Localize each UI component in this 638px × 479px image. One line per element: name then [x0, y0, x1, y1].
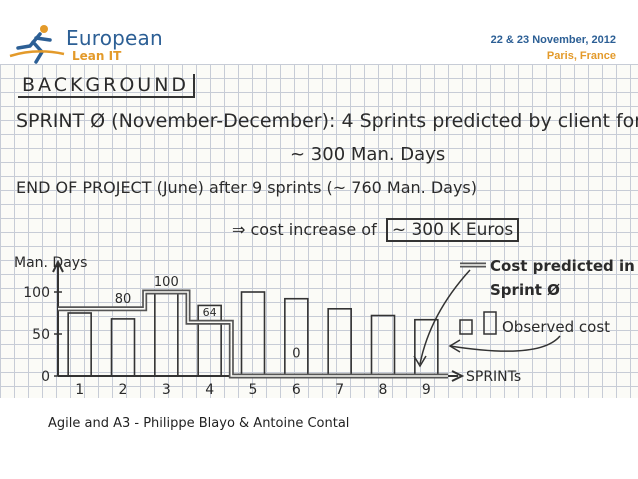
y-axis-arrow: [52, 259, 64, 273]
slide-heading: BACKGROUND: [18, 74, 196, 98]
x-tick-label: 3: [162, 382, 171, 398]
sprint-cost-chart: Man. Days SPRINTs 0 50 100 1 2 3 4 5 6 7 8 9 80 100 64 0 C…: [14, 255, 635, 398]
x-tick-label: 8: [379, 382, 388, 398]
sprint-zero-line: SPRINT Ø (November-December): 4 Sprints …: [16, 110, 638, 132]
cost-increase-prefix: ⇒ cost increase of: [232, 220, 377, 239]
observed-cost-bar: [197, 304, 222, 377]
predicted-days-line: ~ 300 Man. Days: [290, 144, 446, 165]
observed-pointer-arrow: [449, 335, 561, 352]
predicted-pointer-arrow: [419, 269, 471, 365]
cost-increase-line: ⇒ cost increase of ~ 300 K Euros: [232, 218, 520, 242]
legend-observed-swatch-2: [483, 311, 497, 335]
cost-increase-value: ~ 300 K Euros: [385, 218, 520, 242]
x-axis-label: SPRINTs: [466, 369, 521, 385]
x-tick-label: 9: [422, 382, 431, 398]
logo-title: European: [66, 26, 163, 50]
legend-predicted-label-2: Sprint Ø: [490, 281, 560, 299]
predicted-pointer-arrowhead: [413, 355, 427, 368]
event-date: 22 & 23 November, 2012: [490, 34, 616, 46]
legend-predicted-label: Cost predicted in: [490, 257, 635, 275]
data-label: 80: [115, 292, 132, 307]
data-label: 100: [154, 275, 179, 290]
data-label: 64: [203, 306, 217, 319]
y-tick-label: 100: [23, 285, 50, 301]
observed-cost-bar: [110, 318, 136, 377]
observed-cost-bar: [240, 291, 266, 377]
observed-cost-bar: [414, 318, 439, 377]
observed-cost-bar: [154, 291, 179, 377]
notebook-slide: BACKGROUND SPRINT Ø (November-December):…: [0, 64, 638, 398]
x-tick-label: 5: [249, 382, 258, 398]
x-tick-label: 7: [335, 382, 344, 398]
summit-logo: European Lean IT Summit: [6, 22, 176, 77]
x-tick-label: 1: [75, 382, 84, 398]
y-tick-label: 0: [41, 369, 50, 385]
observed-cost-bar: [370, 314, 396, 377]
y-axis-label: Man. Days: [14, 255, 87, 271]
footer-credit: Agile and A3 - Philippe Blayo & Antoine …: [48, 416, 350, 431]
observed-cost-bar: [327, 308, 352, 377]
runner-logo-icon: [9, 25, 65, 64]
y-tick-label: 50: [32, 327, 50, 343]
data-label: 0: [292, 347, 300, 362]
predicted-cost-line-inner: [58, 291, 448, 377]
legend-observed-label: Observed cost: [502, 318, 610, 336]
x-axis-arrow: [451, 370, 465, 382]
x-tick-label: 4: [205, 382, 214, 398]
observed-cost-bar: [67, 312, 92, 377]
event-location: Paris, France: [546, 50, 616, 62]
observed-cost-bar: [284, 297, 309, 377]
end-of-project-line: END OF PROJECT (June) after 9 sprints (~…: [16, 178, 478, 197]
x-tick-label: 2: [119, 382, 128, 398]
observed-pointer-arrowhead: [448, 339, 461, 353]
x-tick-label: 6: [292, 382, 301, 398]
legend-observed-swatch: [459, 319, 473, 335]
